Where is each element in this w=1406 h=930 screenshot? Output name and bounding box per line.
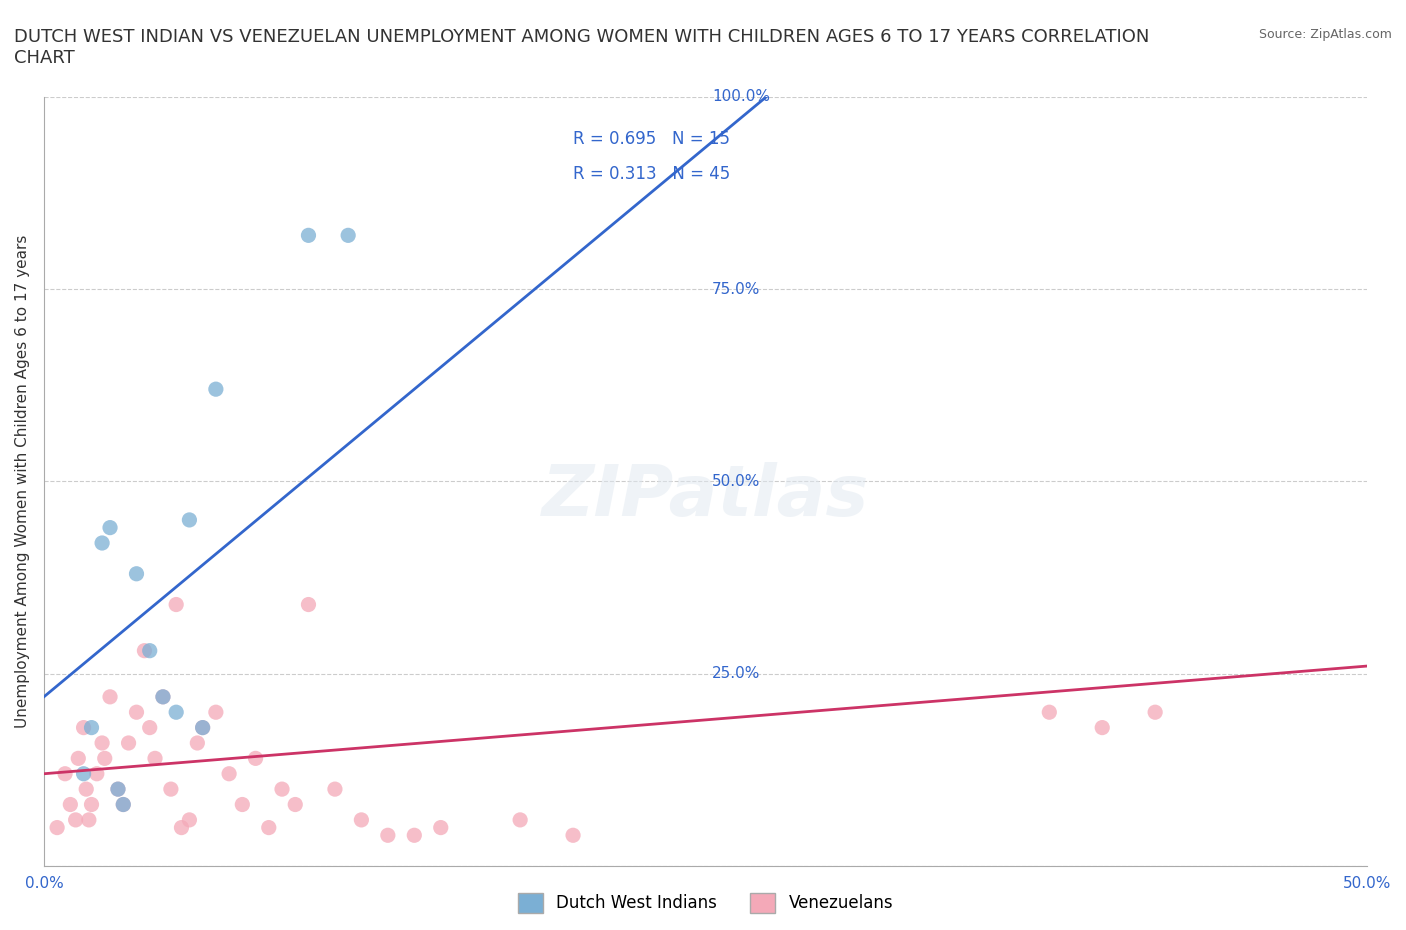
Dutch West Indians <box>191 720 214 735</box>
Venezuelans <box>509 813 531 828</box>
Venezuelans <box>117 736 139 751</box>
Venezuelans <box>138 720 160 735</box>
Venezuelans <box>72 720 94 735</box>
Venezuelans <box>134 644 156 658</box>
Dutch West Indians <box>107 782 129 797</box>
Venezuelans <box>429 820 451 835</box>
Venezuelans <box>107 782 129 797</box>
Venezuelans <box>377 828 399 843</box>
Venezuelans <box>257 820 280 835</box>
Text: DUTCH WEST INDIAN VS VENEZUELAN UNEMPLOYMENT AMONG WOMEN WITH CHILDREN AGES 6 TO: DUTCH WEST INDIAN VS VENEZUELAN UNEMPLOY… <box>14 28 1150 67</box>
Venezuelans <box>77 813 100 828</box>
Venezuelans <box>91 736 114 751</box>
Venezuelans <box>186 736 208 751</box>
Text: R = 0.695   N = 15: R = 0.695 N = 15 <box>574 130 730 148</box>
Venezuelans <box>1091 720 1114 735</box>
Venezuelans <box>404 828 426 843</box>
Dutch West Indians <box>98 520 121 535</box>
Venezuelans <box>1038 705 1060 720</box>
Venezuelans <box>53 766 76 781</box>
Dutch West Indians <box>125 566 148 581</box>
Venezuelans <box>80 797 103 812</box>
Text: 100.0%: 100.0% <box>711 89 770 104</box>
Text: R = 0.313   N = 45: R = 0.313 N = 45 <box>574 165 730 183</box>
Text: 75.0%: 75.0% <box>711 282 761 297</box>
Venezuelans <box>152 689 174 704</box>
Dutch West Indians <box>138 644 160 658</box>
Venezuelans <box>75 782 97 797</box>
Dutch West Indians <box>152 689 174 704</box>
Venezuelans <box>86 766 108 781</box>
Venezuelans <box>143 751 166 765</box>
Dutch West Indians <box>205 381 228 396</box>
Dutch West Indians <box>112 797 135 812</box>
Text: ZIPatlas: ZIPatlas <box>541 462 869 531</box>
Venezuelans <box>205 705 228 720</box>
Venezuelans <box>65 813 87 828</box>
Venezuelans <box>218 766 240 781</box>
Dutch West Indians <box>72 766 94 781</box>
Venezuelans <box>125 705 148 720</box>
Venezuelans <box>179 813 201 828</box>
Text: Source: ZipAtlas.com: Source: ZipAtlas.com <box>1258 28 1392 41</box>
Dutch West Indians <box>165 705 187 720</box>
Text: 50.0%: 50.0% <box>711 474 761 489</box>
Dutch West Indians <box>337 228 360 243</box>
Venezuelans <box>1144 705 1167 720</box>
Venezuelans <box>160 782 183 797</box>
Venezuelans <box>231 797 253 812</box>
Venezuelans <box>245 751 267 765</box>
Venezuelans <box>284 797 307 812</box>
Venezuelans <box>98 689 121 704</box>
Venezuelans <box>323 782 346 797</box>
Legend: Dutch West Indians, Venezuelans: Dutch West Indians, Venezuelans <box>510 886 900 919</box>
Y-axis label: Unemployment Among Women with Children Ages 6 to 17 years: Unemployment Among Women with Children A… <box>15 234 30 728</box>
Dutch West Indians <box>91 536 114 551</box>
Venezuelans <box>165 597 187 612</box>
Venezuelans <box>112 797 135 812</box>
Venezuelans <box>93 751 115 765</box>
Dutch West Indians <box>80 720 103 735</box>
Dutch West Indians <box>179 512 201 527</box>
Dutch West Indians <box>297 228 319 243</box>
Venezuelans <box>59 797 82 812</box>
Venezuelans <box>271 782 294 797</box>
Venezuelans <box>297 597 319 612</box>
Venezuelans <box>46 820 69 835</box>
Venezuelans <box>562 828 585 843</box>
Venezuelans <box>350 813 373 828</box>
Text: 25.0%: 25.0% <box>711 666 761 682</box>
Venezuelans <box>67 751 90 765</box>
Venezuelans <box>170 820 193 835</box>
Venezuelans <box>191 720 214 735</box>
